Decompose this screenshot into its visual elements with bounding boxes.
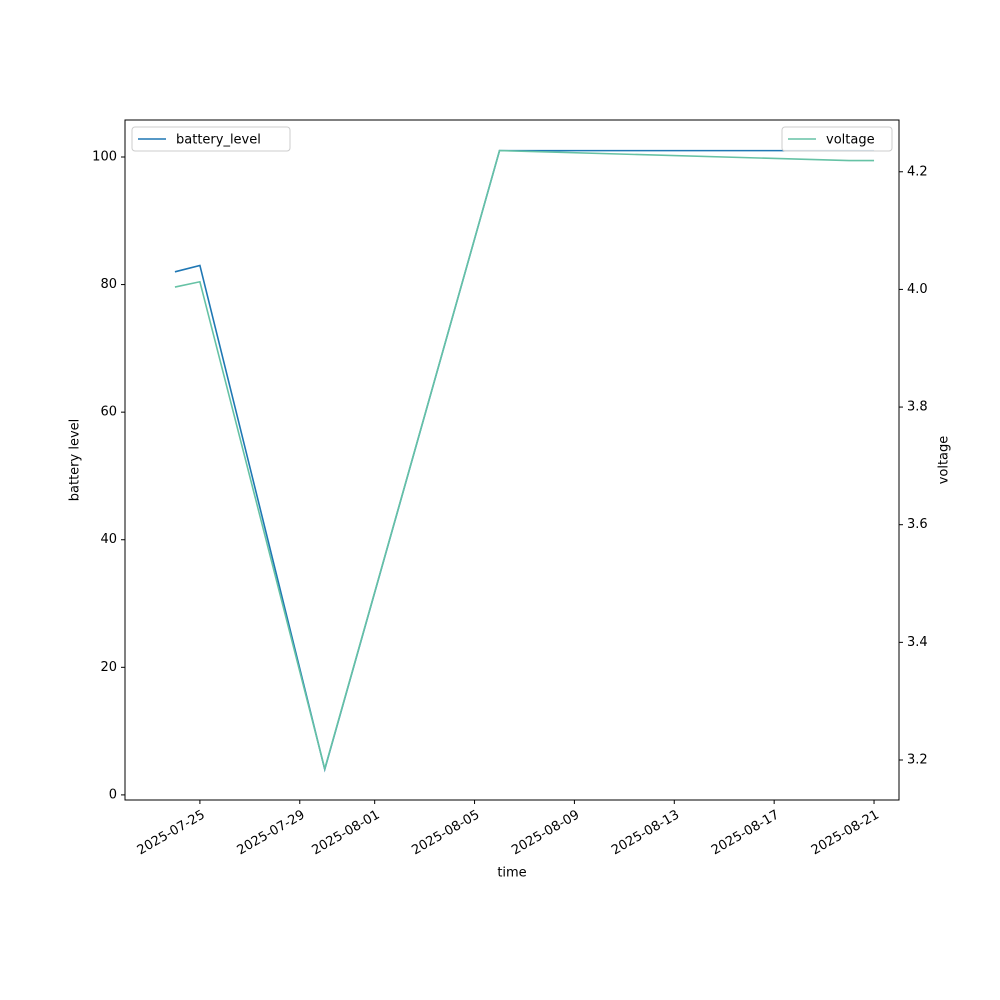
y-axis-label: battery level xyxy=(68,419,83,502)
x-tick-label: 2025-08-05 xyxy=(409,808,482,859)
legend-box xyxy=(131,126,291,152)
y-tick-label: 40 xyxy=(100,532,117,547)
y-tick-label: 0 xyxy=(109,787,117,802)
plot-frame xyxy=(124,119,900,801)
y-tick-label: 20 xyxy=(100,660,117,675)
legend-label: battery_level xyxy=(176,133,261,148)
y2-axis-label: voltage xyxy=(937,436,952,485)
x-tick-label: 2025-08-21 xyxy=(809,808,882,859)
y-tick-label: 60 xyxy=(100,405,117,420)
y2-tick-label: 3.2 xyxy=(907,753,928,768)
y2-tick-label: 4.2 xyxy=(907,164,928,179)
x-tick-label: 2025-08-13 xyxy=(609,808,682,859)
y-tick-label: 100 xyxy=(92,149,117,164)
x-tick-label: 2025-08-01 xyxy=(309,808,382,859)
x-tick-label: 2025-08-09 xyxy=(509,808,582,859)
y2-tick-label: 4.0 xyxy=(907,282,928,297)
series-line xyxy=(174,149,875,772)
legend-label: voltage xyxy=(826,133,875,148)
legend-box xyxy=(781,126,893,152)
series-line xyxy=(174,149,875,773)
y2-tick-label: 3.4 xyxy=(907,635,928,650)
x-tick-label: 2025-07-25 xyxy=(135,808,208,859)
y2-tick-label: 3.6 xyxy=(907,517,928,532)
y2-tick-label: 3.8 xyxy=(907,400,928,415)
x-axis-label: time xyxy=(497,866,526,881)
y-tick-label: 80 xyxy=(100,277,117,292)
x-tick-label: 2025-08-17 xyxy=(709,808,782,859)
x-tick-label: 2025-07-29 xyxy=(235,808,308,859)
